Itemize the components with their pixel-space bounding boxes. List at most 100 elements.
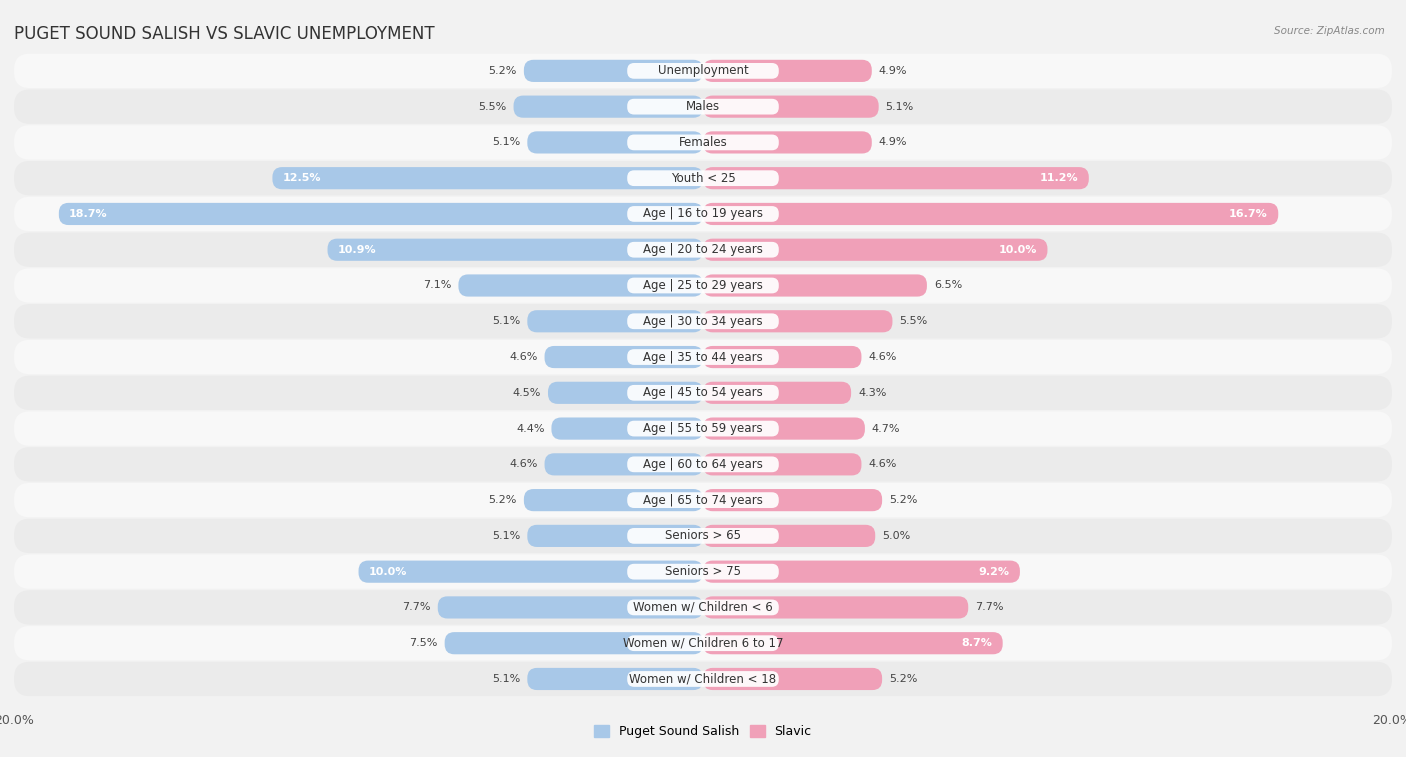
Text: PUGET SOUND SALISH VS SLAVIC UNEMPLOYMENT: PUGET SOUND SALISH VS SLAVIC UNEMPLOYMEN… [14, 25, 434, 43]
Text: Age | 55 to 59 years: Age | 55 to 59 years [643, 422, 763, 435]
FancyBboxPatch shape [527, 525, 703, 547]
Text: 18.7%: 18.7% [69, 209, 108, 219]
FancyBboxPatch shape [627, 349, 779, 365]
Text: 7.7%: 7.7% [402, 603, 430, 612]
FancyBboxPatch shape [548, 382, 703, 404]
FancyBboxPatch shape [14, 232, 1392, 267]
Text: 6.5%: 6.5% [934, 281, 962, 291]
Text: 5.2%: 5.2% [889, 674, 917, 684]
FancyBboxPatch shape [328, 238, 703, 261]
FancyBboxPatch shape [627, 456, 779, 472]
FancyBboxPatch shape [703, 418, 865, 440]
FancyBboxPatch shape [458, 274, 703, 297]
FancyBboxPatch shape [703, 668, 882, 690]
FancyBboxPatch shape [703, 525, 875, 547]
FancyBboxPatch shape [14, 662, 1392, 696]
Text: 5.2%: 5.2% [489, 495, 517, 505]
Text: Age | 25 to 29 years: Age | 25 to 29 years [643, 279, 763, 292]
Legend: Puget Sound Salish, Slavic: Puget Sound Salish, Slavic [589, 721, 817, 743]
Text: 7.1%: 7.1% [423, 281, 451, 291]
FancyBboxPatch shape [627, 564, 779, 580]
FancyBboxPatch shape [627, 241, 779, 257]
FancyBboxPatch shape [627, 170, 779, 186]
Text: 5.1%: 5.1% [886, 101, 914, 111]
Text: Age | 16 to 19 years: Age | 16 to 19 years [643, 207, 763, 220]
FancyBboxPatch shape [703, 238, 1047, 261]
FancyBboxPatch shape [14, 197, 1392, 231]
FancyBboxPatch shape [14, 375, 1392, 410]
FancyBboxPatch shape [14, 89, 1392, 124]
Text: Age | 30 to 34 years: Age | 30 to 34 years [643, 315, 763, 328]
FancyBboxPatch shape [14, 161, 1392, 195]
Text: 5.5%: 5.5% [478, 101, 506, 111]
Text: 5.5%: 5.5% [900, 316, 928, 326]
Text: Seniors > 75: Seniors > 75 [665, 565, 741, 578]
Text: 5.1%: 5.1% [492, 316, 520, 326]
Text: 4.9%: 4.9% [879, 138, 907, 148]
FancyBboxPatch shape [14, 554, 1392, 589]
Text: 5.2%: 5.2% [889, 495, 917, 505]
Text: 9.2%: 9.2% [979, 567, 1010, 577]
FancyBboxPatch shape [703, 167, 1088, 189]
Text: Women w/ Children 6 to 17: Women w/ Children 6 to 17 [623, 637, 783, 650]
FancyBboxPatch shape [444, 632, 703, 654]
Text: 12.5%: 12.5% [283, 173, 321, 183]
Text: Age | 20 to 24 years: Age | 20 to 24 years [643, 243, 763, 256]
FancyBboxPatch shape [527, 131, 703, 154]
FancyBboxPatch shape [359, 561, 703, 583]
Text: 4.7%: 4.7% [872, 424, 900, 434]
FancyBboxPatch shape [524, 60, 703, 82]
FancyBboxPatch shape [627, 421, 779, 437]
FancyBboxPatch shape [14, 411, 1392, 446]
FancyBboxPatch shape [627, 600, 779, 615]
FancyBboxPatch shape [273, 167, 703, 189]
Text: 4.4%: 4.4% [516, 424, 544, 434]
FancyBboxPatch shape [703, 561, 1019, 583]
FancyBboxPatch shape [59, 203, 703, 225]
FancyBboxPatch shape [703, 274, 927, 297]
FancyBboxPatch shape [14, 125, 1392, 160]
FancyBboxPatch shape [14, 447, 1392, 481]
FancyBboxPatch shape [627, 671, 779, 687]
Text: Age | 45 to 54 years: Age | 45 to 54 years [643, 386, 763, 399]
FancyBboxPatch shape [14, 340, 1392, 374]
Text: 10.0%: 10.0% [368, 567, 408, 577]
FancyBboxPatch shape [14, 483, 1392, 517]
Text: 4.6%: 4.6% [509, 459, 537, 469]
FancyBboxPatch shape [14, 304, 1392, 338]
FancyBboxPatch shape [703, 346, 862, 368]
FancyBboxPatch shape [703, 453, 862, 475]
Text: 4.5%: 4.5% [513, 388, 541, 398]
FancyBboxPatch shape [544, 346, 703, 368]
FancyBboxPatch shape [544, 453, 703, 475]
FancyBboxPatch shape [437, 597, 703, 618]
FancyBboxPatch shape [627, 313, 779, 329]
FancyBboxPatch shape [627, 135, 779, 151]
FancyBboxPatch shape [703, 382, 851, 404]
Text: Women w/ Children < 18: Women w/ Children < 18 [630, 672, 776, 686]
FancyBboxPatch shape [703, 310, 893, 332]
FancyBboxPatch shape [551, 418, 703, 440]
FancyBboxPatch shape [527, 668, 703, 690]
Text: 4.6%: 4.6% [869, 352, 897, 362]
Text: 4.6%: 4.6% [869, 459, 897, 469]
Text: Females: Females [679, 136, 727, 149]
FancyBboxPatch shape [14, 519, 1392, 553]
Text: Age | 65 to 74 years: Age | 65 to 74 years [643, 494, 763, 506]
Text: 16.7%: 16.7% [1229, 209, 1268, 219]
FancyBboxPatch shape [703, 95, 879, 118]
Text: 11.2%: 11.2% [1040, 173, 1078, 183]
FancyBboxPatch shape [703, 597, 969, 618]
FancyBboxPatch shape [627, 385, 779, 400]
Text: 10.0%: 10.0% [998, 245, 1038, 254]
Text: 8.7%: 8.7% [962, 638, 993, 648]
FancyBboxPatch shape [513, 95, 703, 118]
Text: Seniors > 65: Seniors > 65 [665, 529, 741, 542]
Text: 4.9%: 4.9% [879, 66, 907, 76]
FancyBboxPatch shape [627, 63, 779, 79]
Text: 4.6%: 4.6% [509, 352, 537, 362]
Text: 5.1%: 5.1% [492, 531, 520, 541]
FancyBboxPatch shape [627, 278, 779, 294]
FancyBboxPatch shape [627, 635, 779, 651]
FancyBboxPatch shape [524, 489, 703, 511]
